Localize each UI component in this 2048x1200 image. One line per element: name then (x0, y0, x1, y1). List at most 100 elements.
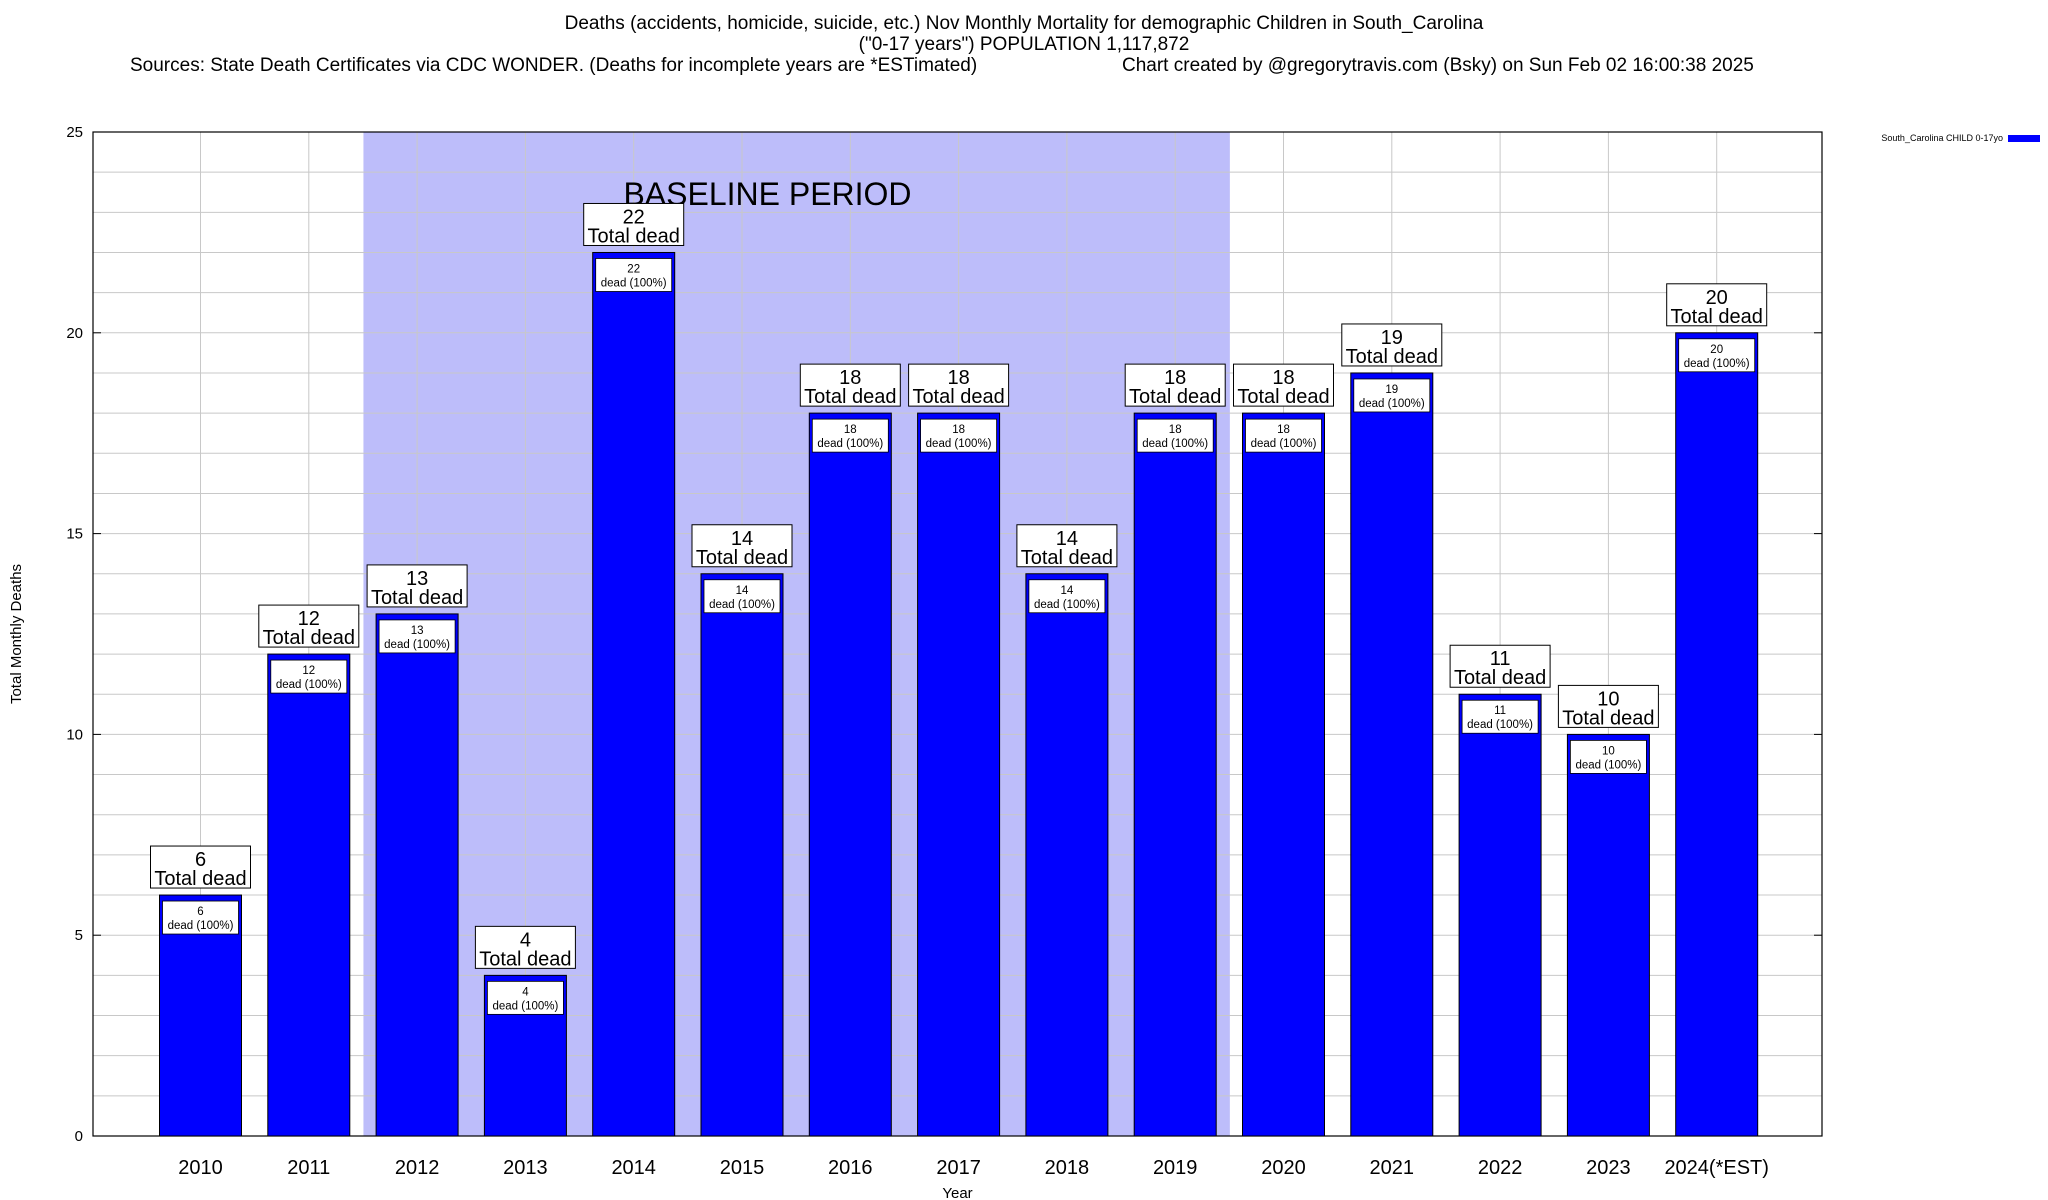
bar-inner-value: 18 (1277, 424, 1290, 436)
bar-inner-label: 20 dead (100%) (1678, 338, 1756, 373)
bar-inner-value: 11 (1494, 705, 1506, 717)
bar-inner-suffix: dead (100%) (384, 639, 450, 651)
bar-top-label-box (366, 564, 468, 608)
bar-inner-suffix: dead (100%) (1142, 438, 1208, 450)
x-tick-label: 2023 (1586, 1157, 1631, 1179)
bar-inner-label-box (920, 418, 997, 453)
bar-top-suffix: Total dead (1562, 707, 1654, 729)
bar-inner-label-box (1678, 338, 1756, 373)
bar-top-value: 10 (1597, 688, 1619, 710)
bar-inner-label: 18 dead (100%) (920, 418, 997, 453)
bar-top-suffix: Total dead (154, 868, 246, 890)
x-axis-label: Year (942, 1185, 972, 1200)
bar-top-value: 12 (298, 608, 320, 630)
bar-inner-value: 14 (736, 585, 749, 597)
bar (1242, 412, 1325, 1137)
x-tick-label: 2012 (395, 1157, 440, 1179)
bar-top-label-box (691, 524, 793, 568)
bar (159, 894, 242, 1137)
bar-top-label-box (258, 604, 360, 648)
bar (700, 573, 784, 1137)
bar-inner-value: 13 (411, 625, 424, 637)
bar-top-value: 18 (947, 367, 969, 389)
bar-top-value: 4 (520, 929, 531, 951)
bar-inner-label-box (595, 258, 673, 292)
bar-inner-label-box (1570, 740, 1647, 774)
bar-inner-label-box (270, 659, 348, 694)
bar-top-label-box (1449, 644, 1551, 688)
bar-top-label-box (908, 363, 1010, 407)
bar-top-label-box (1124, 363, 1226, 407)
bar-inner-value: 12 (302, 665, 315, 677)
bar-top-value: 18 (1272, 367, 1294, 389)
bar (1458, 693, 1542, 1137)
bar-inner-value: 4 (522, 986, 529, 998)
bar-top-label-box (150, 845, 251, 889)
bar (1025, 573, 1109, 1137)
bar-inner-label: 18 dead (100%) (1245, 418, 1322, 453)
bar-inner-value: 22 (627, 263, 640, 275)
x-tick-label: 2022 (1478, 1157, 1523, 1179)
bar-top-suffix: Total dead (1021, 547, 1113, 569)
x-tick-label: 2010 (178, 1157, 223, 1179)
x-tick-label: 2011 (287, 1157, 330, 1179)
bar-inner-suffix: dead (100%) (926, 438, 992, 450)
bar-inner-suffix: dead (100%) (276, 679, 342, 691)
x-tick-label: 2013 (503, 1157, 548, 1179)
bar-top-suffix: Total dead (371, 587, 463, 609)
bar-inner-suffix: dead (100%) (1575, 759, 1641, 771)
chart-sources: Sources: State Death Certificates via CD… (130, 55, 978, 76)
bar-top-label-box (474, 925, 576, 969)
bar-inner-value: 18 (844, 424, 857, 436)
bar-top-suffix: Total dead (912, 386, 1004, 408)
bar (917, 412, 1001, 1137)
bar-top-value: 11 (1490, 648, 1511, 670)
bar-top-value: 19 (1381, 327, 1403, 349)
bar-top-value: 14 (731, 528, 753, 550)
bar-top-suffix: Total dead (1129, 386, 1221, 408)
bar-top-label-box (1666, 283, 1768, 327)
bar-top-suffix: Total dead (479, 948, 571, 970)
bar (1675, 332, 1759, 1137)
bar-inner-suffix: dead (100%) (1251, 438, 1317, 450)
y-tick-label: 5 (75, 927, 83, 944)
bar-top-value: 18 (839, 367, 861, 389)
bar-inner-value: 18 (1169, 424, 1182, 436)
y-axis-label: Total Monthly Deaths (8, 564, 25, 704)
bar-top-suffix: Total dead (1237, 386, 1329, 408)
bar (1133, 412, 1217, 1137)
bar-inner-value: 14 (1061, 585, 1074, 597)
bar-top-suffix: Total dead (696, 547, 788, 569)
bar-inner-value: 19 (1385, 384, 1398, 396)
bar-inner-label: 13 dead (100%) (378, 619, 456, 654)
bar-top-suffix: Total dead (263, 627, 355, 649)
bar-inner-label: 12 dead (100%) (270, 659, 348, 694)
x-tick-label: 2018 (1045, 1157, 1090, 1179)
bar-top-suffix: Total dead (588, 225, 680, 247)
x-tick-label: 2021 (1370, 1157, 1415, 1179)
bar-top-suffix: Total dead (1671, 306, 1763, 328)
x-tick-label: 2020 (1261, 1157, 1306, 1179)
bar (592, 251, 676, 1137)
bar-top-value: 13 (406, 568, 428, 590)
bar-inner-label-box (1028, 579, 1106, 614)
bar-inner-label-box (703, 579, 781, 614)
y-tick-label: 20 (66, 325, 83, 342)
y-tick-label: 25 (66, 124, 83, 141)
chart-title: Deaths (accidents, homicide, suicide, et… (564, 13, 1484, 34)
legend-label: South_Carolina CHILD 0-17yo (1881, 133, 2003, 143)
bar-inner-value: 20 (1710, 344, 1723, 356)
bar-inner-suffix: dead (100%) (1359, 398, 1425, 410)
x-tick-label: 2024(*EST) (1664, 1157, 1769, 1179)
bar-inner-label-box (811, 418, 889, 453)
bar-top-value: 14 (1056, 528, 1078, 550)
bar-inner-label: 18 dead (100%) (1136, 418, 1214, 453)
bar-inner-label-box (486, 980, 564, 1015)
y-tick-label: 15 (66, 526, 83, 543)
bar-inner-label-box (1353, 378, 1431, 413)
bar-top-value: 18 (1164, 367, 1186, 389)
